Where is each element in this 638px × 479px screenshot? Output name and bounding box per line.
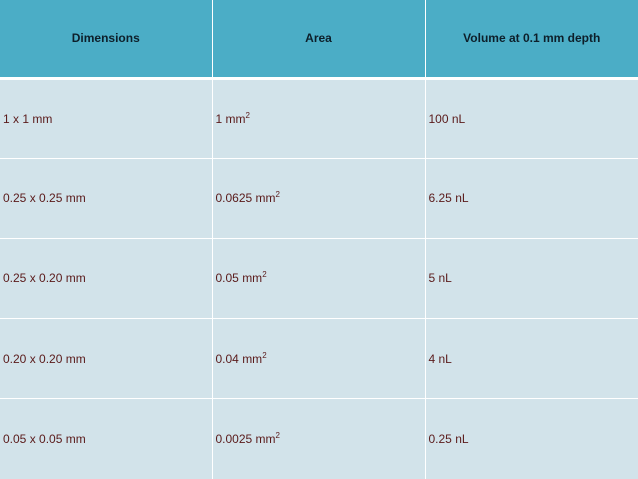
cell-volume: 4 nL [425, 318, 638, 400]
header-row: Dimensions Area Volume at 0.1 mm depth [0, 0, 638, 80]
area-exponent: 2 [245, 110, 250, 120]
table-body: 1 x 1 mm 1 mm2 100 nL 0.25 x 0.25 mm 0.0… [0, 78, 638, 479]
area-value: 0.04 mm [215, 351, 263, 366]
table-header: Dimensions Area Volume at 0.1 mm depth [0, 0, 638, 80]
cell-volume: 6.25 nL [425, 158, 638, 239]
table-row: 0.25 x 0.20 mm 0.05 mm2 5 nL [0, 238, 638, 320]
area-exponent: 2 [275, 431, 280, 441]
cell-volume: 0.25 nL [425, 398, 638, 479]
header-area: Area [212, 0, 426, 80]
cell-dimensions: 0.25 x 0.25 mm [0, 158, 213, 239]
area-exponent: 2 [275, 190, 280, 200]
cell-area: 0.0625 mm2 [212, 158, 426, 239]
cell-dimensions: 0.05 x 0.05 mm [0, 398, 213, 479]
table-row: 0.20 x 0.20 mm 0.04 mm2 4 nL [0, 318, 638, 400]
cell-volume: 5 nL [425, 238, 638, 320]
cell-area: 1 mm2 [212, 78, 426, 159]
cell-dimensions: 0.20 x 0.20 mm [0, 318, 213, 400]
area-exponent: 2 [262, 270, 267, 280]
cell-area: 0.0025 mm2 [212, 398, 426, 479]
area-value: 0.0625 mm [215, 191, 276, 206]
cell-area: 0.05 mm2 [212, 238, 426, 320]
cell-volume: 100 nL [425, 78, 638, 159]
cell-dimensions: 1 x 1 mm [0, 78, 213, 159]
header-volume: Volume at 0.1 mm depth [425, 0, 638, 80]
area-value: 0.05 mm [215, 271, 263, 286]
cell-area: 0.04 mm2 [212, 318, 426, 400]
table-row: 0.05 x 0.05 mm 0.0025 mm2 0.25 nL [0, 398, 638, 479]
table-row: 0.25 x 0.25 mm 0.0625 mm2 6.25 nL [0, 158, 638, 239]
header-dimensions: Dimensions [0, 0, 213, 80]
cell-dimensions: 0.25 x 0.20 mm [0, 238, 213, 320]
table-row: 1 x 1 mm 1 mm2 100 nL [0, 78, 638, 159]
area-value: 0.0025 mm [215, 432, 276, 447]
area-exponent: 2 [262, 350, 267, 360]
area-value: 1 mm [215, 111, 246, 126]
